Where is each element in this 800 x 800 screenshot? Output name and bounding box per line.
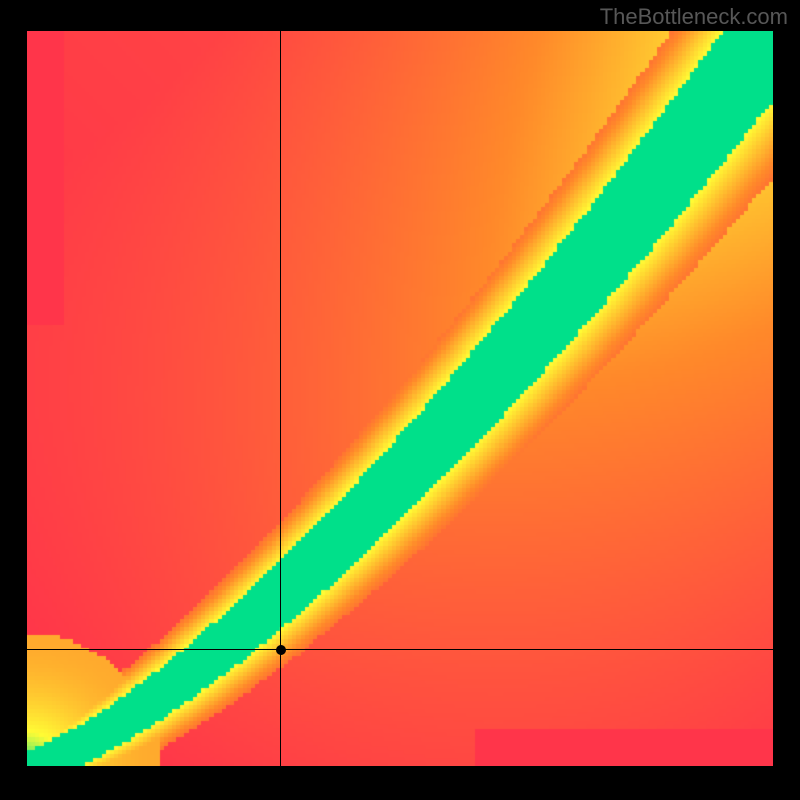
heatmap-plot [27, 31, 773, 766]
heatmap-canvas [27, 31, 773, 766]
crosshair-horizontal [27, 649, 773, 650]
crosshair-vertical [280, 31, 281, 766]
marker-dot [276, 645, 286, 655]
watermark-text: TheBottleneck.com [600, 4, 788, 30]
